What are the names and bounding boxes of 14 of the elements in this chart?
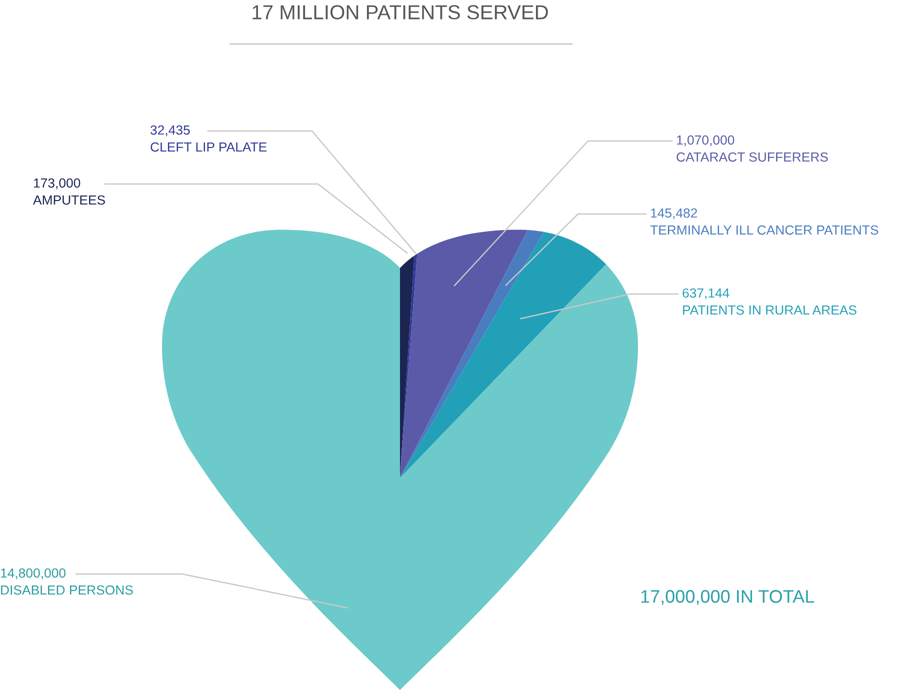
text: 17,000,000 IN TOTAL <box>641 590 814 605</box>
slice-label: CATARACT SUFFERERS <box>676 152 828 162</box>
data-label: 1,070,000 <box>677 135 734 146</box>
slice-label: CLEFT LIP PALATE <box>150 142 267 152</box>
data-label: 32,435 <box>150 125 190 136</box>
data-label: 14,800,000 <box>1 568 66 580</box>
slice-label: TERMINALLY ILL CANCER PATIENTS <box>650 225 878 235</box>
slice-label: DISABLED PERSONS <box>1 585 133 595</box>
slice-label: AMPUTEES <box>33 195 105 205</box>
chart-title: 17 MILLION PATIENTS SERVED <box>252 5 548 20</box>
data-label: 637,144 <box>682 288 730 300</box>
slice-label: PATIENTS IN RURAL AREAS <box>683 305 856 315</box>
data-label: 173,000 <box>34 178 80 190</box>
data-label: 145,482 <box>651 208 698 220</box>
